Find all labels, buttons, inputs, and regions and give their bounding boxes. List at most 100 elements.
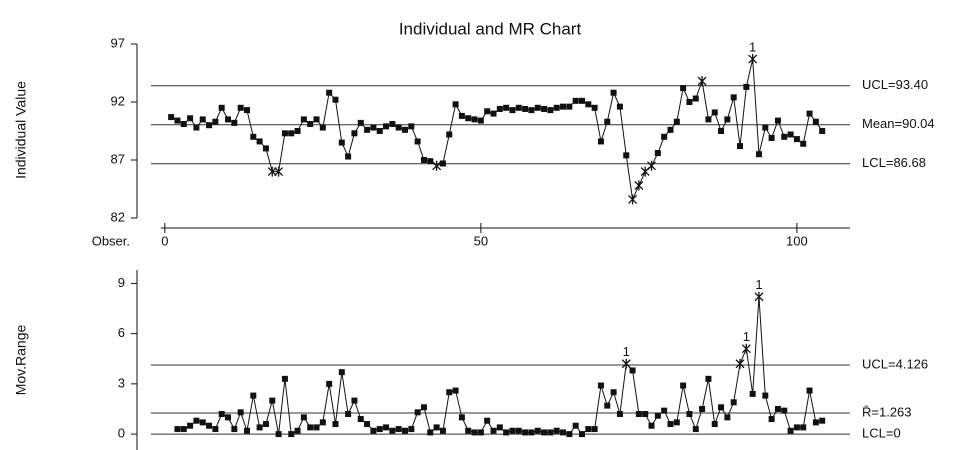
data-point xyxy=(427,158,434,165)
control-label: LCL=0 xyxy=(862,426,901,441)
data-point xyxy=(206,422,213,429)
data-point xyxy=(768,416,775,423)
out-of-control-point xyxy=(748,54,758,65)
data-point xyxy=(225,414,232,421)
data-point xyxy=(370,427,377,434)
data-point xyxy=(667,126,674,133)
data-point xyxy=(477,117,484,124)
data-point xyxy=(553,104,560,111)
annotation: 1 xyxy=(755,277,762,292)
data-point xyxy=(509,427,516,434)
data-point xyxy=(566,431,573,438)
data-point xyxy=(762,392,769,399)
control-label: UCL=4.126 xyxy=(862,356,928,371)
data-point xyxy=(357,119,364,126)
data-point xyxy=(237,104,244,111)
data-point xyxy=(585,426,592,433)
data-point xyxy=(661,133,668,140)
data-point xyxy=(528,107,535,114)
x-tick-label: 50 xyxy=(474,233,488,248)
data-point xyxy=(610,89,617,96)
data-point xyxy=(458,112,465,119)
data-point xyxy=(300,116,307,123)
data-point xyxy=(768,134,775,141)
data-point xyxy=(243,427,250,434)
data-point xyxy=(180,121,187,128)
data-point xyxy=(326,380,333,387)
data-point xyxy=(597,382,604,389)
data-point xyxy=(509,107,516,114)
data-point xyxy=(332,421,339,428)
data-point xyxy=(408,426,415,433)
data-point xyxy=(503,429,510,436)
data-point xyxy=(629,367,636,374)
data-point xyxy=(307,424,314,431)
data-point xyxy=(812,419,819,426)
data-point xyxy=(231,119,238,126)
out-of-control-point xyxy=(274,166,284,177)
data-point xyxy=(547,429,554,436)
data-point xyxy=(408,123,415,130)
data-point xyxy=(484,108,491,115)
data-point xyxy=(522,105,529,112)
data-point xyxy=(256,138,263,145)
data-point xyxy=(787,131,794,138)
data-point xyxy=(193,417,200,424)
data-point xyxy=(262,145,269,152)
data-point xyxy=(534,104,541,111)
data-point xyxy=(300,414,307,421)
out-of-control-point xyxy=(621,358,631,369)
data-point xyxy=(793,136,800,143)
data-point xyxy=(604,118,611,125)
data-point xyxy=(338,369,345,376)
annotation: 1 xyxy=(749,40,756,55)
data-point xyxy=(364,126,371,133)
data-point xyxy=(256,424,263,431)
data-point xyxy=(667,421,674,428)
data-point xyxy=(800,140,807,147)
out-of-control-point xyxy=(697,76,707,87)
data-point xyxy=(743,83,750,90)
data-point xyxy=(648,422,655,429)
data-point xyxy=(484,417,491,424)
data-point xyxy=(566,103,573,110)
data-point xyxy=(496,424,503,431)
data-point xyxy=(686,99,693,105)
data-point xyxy=(326,89,333,96)
data-point xyxy=(376,426,383,433)
data-point xyxy=(446,389,453,396)
data-point xyxy=(319,419,326,426)
data-point xyxy=(800,424,807,431)
data-point xyxy=(528,429,535,436)
data-point xyxy=(490,110,497,117)
y-axis-label: Mov.Range xyxy=(13,325,29,396)
data-point xyxy=(199,116,206,123)
data-point xyxy=(762,124,769,131)
data-point xyxy=(288,130,295,137)
data-point xyxy=(654,412,661,419)
data-point xyxy=(471,429,478,436)
out-of-control-point xyxy=(634,180,644,191)
data-point xyxy=(174,426,181,433)
data-point xyxy=(402,427,409,434)
y-tick-label: 6 xyxy=(118,325,125,340)
series-line xyxy=(170,58,823,202)
data-point xyxy=(433,424,440,431)
data-point xyxy=(515,104,522,111)
data-point xyxy=(376,128,383,134)
data-point xyxy=(718,404,725,411)
data-point xyxy=(389,427,396,434)
data-point xyxy=(281,130,288,137)
data-point xyxy=(547,107,554,114)
data-point xyxy=(395,124,402,131)
data-point xyxy=(781,407,788,414)
data-point xyxy=(705,375,712,382)
data-point xyxy=(654,150,661,157)
data-point xyxy=(781,133,788,140)
data-point xyxy=(692,95,699,102)
data-point xyxy=(578,97,585,104)
data-point xyxy=(269,397,276,404)
data-point xyxy=(560,103,567,110)
data-point xyxy=(294,128,301,134)
data-point xyxy=(749,390,756,397)
